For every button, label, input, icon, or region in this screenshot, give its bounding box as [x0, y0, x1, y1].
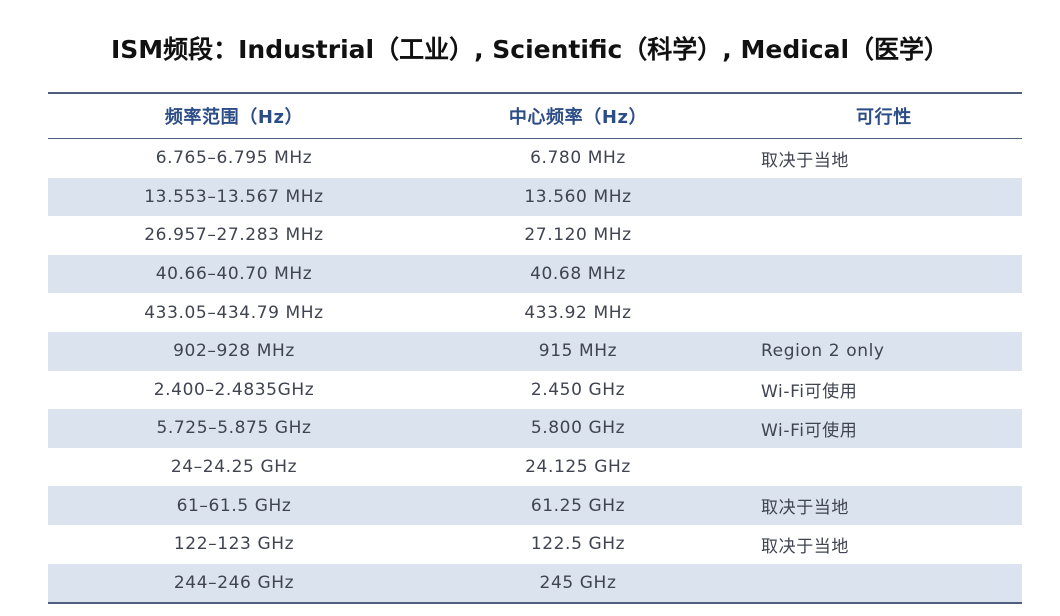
page-title: ISM频段：Industrial（工业）, Scientific（科学）, Me…: [110, 35, 950, 64]
frequency-range-cell: 244–246 GHz: [173, 572, 295, 593]
table-row: 2.400–2.4835GHz 2.450 GHz Wi-Fi可使用: [48, 371, 1022, 410]
frequency-range-cell: 24–24.25 GHz: [170, 457, 298, 478]
availability-cell: Wi-Fi可使用: [761, 382, 858, 403]
center-frequency-cell: 61.25 GHz: [530, 495, 626, 516]
table-top-rule: [48, 92, 1022, 94]
frequency-range-cell: 5.725–5.875 GHz: [156, 418, 312, 439]
center-frequency-cell: 245 GHz: [539, 572, 617, 593]
availability-cell: Wi-Fi可使用: [761, 420, 858, 441]
table-row: 902–928 MHz 915 MHz Region 2 only: [48, 331, 1022, 371]
center-frequency-cell: 27.120 MHz: [524, 225, 632, 246]
center-frequency-cell: 40.68 MHz: [530, 264, 626, 285]
header-frequency-range: 频率范围（Hz）: [164, 107, 304, 128]
frequency-range-cell: 26.957–27.283 MHz: [144, 225, 324, 246]
availability-cell: 取决于当地: [761, 536, 849, 557]
table-row: 244–246 GHz 245 GHz: [48, 563, 1022, 603]
availability-cell: 取决于当地: [761, 498, 849, 519]
availability-cell: 取决于当地: [761, 150, 849, 171]
center-frequency-cell: 6.780 MHz: [530, 148, 626, 169]
frequency-range-cell: 6.765–6.795 MHz: [155, 148, 313, 169]
frequency-range-cell: 433.05–434.79 MHz: [144, 302, 324, 323]
frequency-range-cell: 902–928 MHz: [173, 341, 295, 362]
center-frequency-cell: 5.800 GHz: [530, 418, 626, 439]
frequency-range-cell: 2.400–2.4835GHz: [153, 379, 315, 400]
table-row: 6.765–6.795 MHz 6.780 MHz 取决于当地: [48, 139, 1022, 178]
frequency-range-cell: 122–123 GHz: [173, 534, 295, 555]
table-row: 26.957–27.283 MHz 27.120 MHz: [48, 216, 1022, 255]
frequency-range-cell: 13.553–13.567 MHz: [144, 186, 324, 207]
ism-band-table: 频率范围（Hz） 中心频率（Hz） 可行性 6.765–6.795 MHz 6.…: [48, 92, 1022, 605]
header-center-frequency: 中心频率（Hz）: [508, 107, 648, 128]
table-row: 13.553–13.567 MHz 13.560 MHz: [48, 177, 1022, 217]
table-header-row: 频率范围（Hz） 中心频率（Hz） 可行性: [48, 94, 1022, 139]
center-frequency-cell: 24.125 GHz: [525, 457, 631, 478]
availability-cell: Region 2 only: [761, 341, 885, 362]
table-row: 5.725–5.875 GHz 5.800 GHz Wi-Fi可使用: [48, 409, 1022, 448]
center-frequency-cell: 915 MHz: [538, 341, 618, 362]
table-row: 40.66–40.70 MHz 40.68 MHz: [48, 254, 1022, 294]
table-row: 61–61.5 GHz 61.25 GHz 取决于当地: [48, 486, 1022, 525]
header-availability: 可行性: [856, 107, 912, 128]
table-row: 24–24.25 GHz 24.125 GHz: [48, 448, 1022, 487]
table-row: 433.05–434.79 MHz 433.92 MHz: [48, 293, 1022, 332]
table-row: 122–123 GHz 122.5 GHz 取决于当地: [48, 525, 1022, 564]
center-frequency-cell: 13.560 MHz: [524, 186, 632, 207]
center-frequency-cell: 122.5 GHz: [530, 534, 626, 555]
frequency-range-cell: 40.66–40.70 MHz: [155, 264, 313, 285]
table-bottom-rule: [48, 602, 1022, 605]
center-frequency-cell: 433.92 MHz: [524, 302, 632, 323]
center-frequency-cell: 2.450 GHz: [530, 379, 626, 400]
frequency-range-cell: 61–61.5 GHz: [176, 495, 292, 516]
